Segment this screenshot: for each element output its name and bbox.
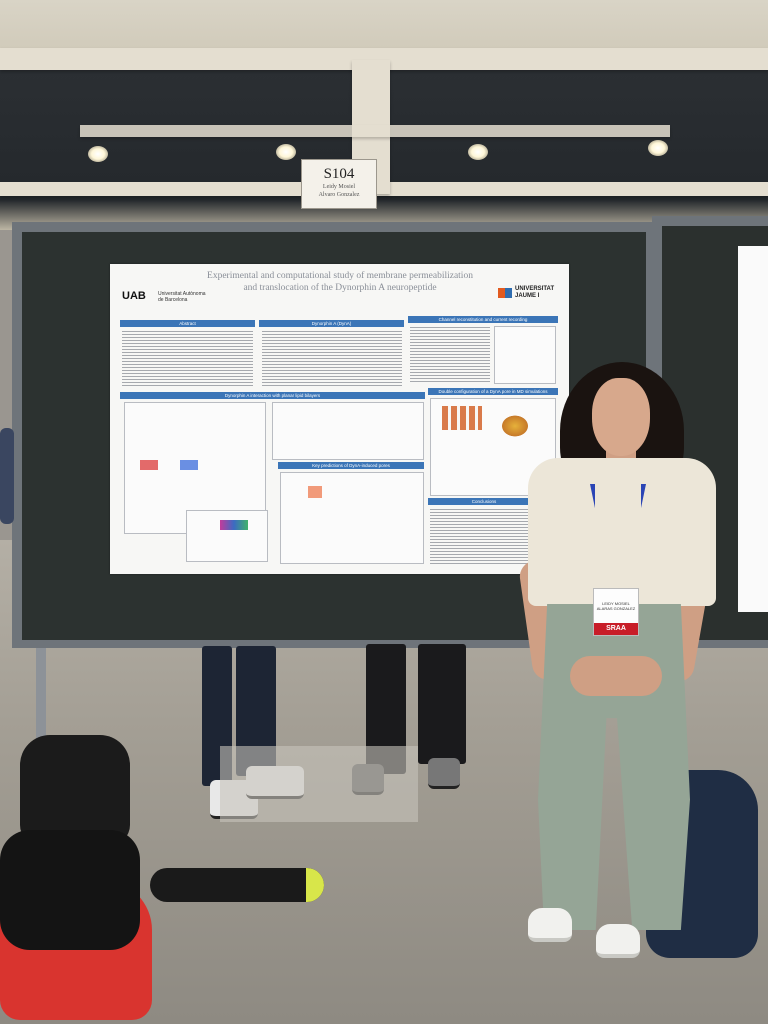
section-header-channel: Channel reconstitution and current recor… bbox=[408, 316, 558, 323]
plot-swatch bbox=[308, 486, 322, 498]
poster-title-line: and translocation of the Dynorphin A neu… bbox=[243, 283, 437, 293]
section-header-abstract: Abstract bbox=[120, 320, 255, 327]
badge-name: ALARAS GONZALEZ bbox=[596, 606, 636, 611]
membrane-snapshot bbox=[442, 406, 482, 430]
presenter-hands bbox=[570, 656, 662, 696]
uji-name-line: UNIVERSITAT bbox=[515, 286, 555, 292]
uji-name-line: JAUME I bbox=[515, 293, 540, 299]
name-badge: LEIDY MOSIEL ALARAS GONZALEZ SRAA bbox=[593, 588, 639, 636]
section-header-conclusions: Conclusions bbox=[428, 498, 540, 505]
sneaker bbox=[428, 758, 460, 789]
key-predictions-figure bbox=[280, 472, 424, 564]
presenter-sneaker bbox=[596, 924, 640, 958]
ceiling-beam bbox=[80, 125, 670, 137]
poster-tube-cap bbox=[306, 868, 324, 902]
presenter-face bbox=[592, 378, 650, 456]
uab-logo: UAB bbox=[122, 290, 146, 302]
ceiling-lamp bbox=[468, 144, 488, 160]
channel-text bbox=[410, 326, 490, 384]
booth-number: S104 bbox=[323, 166, 355, 182]
section-header-double: Double configuration of a DynA pore in M… bbox=[428, 388, 558, 395]
section-header-key: Key predictions of DynA-induced pores bbox=[278, 462, 424, 469]
person-leg bbox=[418, 644, 466, 764]
presenter-top bbox=[528, 458, 716, 606]
plot-swatch bbox=[180, 460, 198, 470]
rectification-figure bbox=[186, 510, 268, 562]
conductance-figure bbox=[272, 402, 424, 460]
uji-logo: UNIVERSITAT JAUME I bbox=[498, 286, 554, 300]
adjacent-poster bbox=[738, 246, 768, 612]
presenter-sneaker bbox=[528, 908, 572, 942]
uji-mark-icon bbox=[498, 288, 512, 298]
pore-snapshot bbox=[500, 414, 530, 438]
plot-swatch bbox=[220, 520, 248, 530]
conclusions-text bbox=[430, 508, 538, 566]
uab-name: Universitat Autònoma de Barcelona bbox=[158, 291, 206, 303]
poster-title: Experimental and computational study of … bbox=[170, 270, 510, 294]
ceiling-lamp bbox=[276, 144, 296, 160]
uab-name-line: de Barcelona bbox=[158, 297, 188, 303]
badge-label: SRAA bbox=[594, 623, 638, 635]
floor-panel bbox=[220, 746, 418, 822]
ceiling-lamp bbox=[88, 146, 108, 162]
plot-swatch bbox=[140, 460, 158, 470]
scientific-poster: Experimental and computational study of … bbox=[110, 264, 569, 574]
presenter-name: Alvaro Gonzalez bbox=[318, 192, 360, 198]
dynorphin-text bbox=[262, 330, 402, 388]
section-header-dynorphin: Dynorphin A (DynA) bbox=[259, 320, 404, 327]
badge-name: LEIDY MOSIEL bbox=[602, 601, 630, 606]
ceiling-lamp bbox=[648, 140, 668, 156]
poster-title-line: Experimental and computational study of … bbox=[207, 271, 473, 281]
ceiling-beam bbox=[0, 48, 768, 70]
presenter-name: Leidy Mosiel bbox=[322, 184, 356, 190]
black-bag bbox=[0, 830, 140, 950]
black-backpack bbox=[20, 735, 130, 845]
person-edge bbox=[0, 428, 14, 524]
channel-figure bbox=[494, 326, 556, 384]
abstract-text bbox=[122, 330, 253, 388]
uab-name-line: Universitat Autònoma bbox=[158, 291, 206, 297]
booth-sign: S104 Leidy Mosiel Alvaro Gonzalez bbox=[301, 159, 377, 209]
section-header-interaction: Dynorphin A interaction with planar lipi… bbox=[120, 392, 425, 399]
poster-tube bbox=[150, 868, 324, 902]
